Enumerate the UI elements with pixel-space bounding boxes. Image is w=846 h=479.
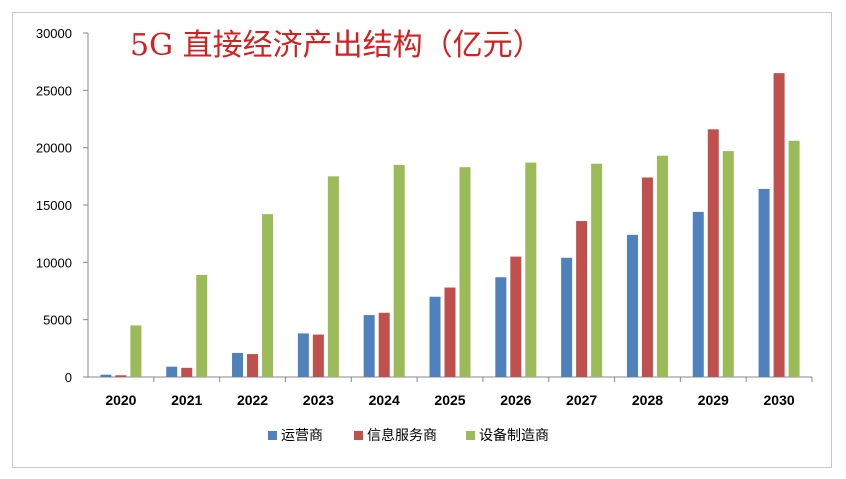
- legend-swatch-2: [466, 431, 475, 440]
- bar-1-2: [247, 354, 259, 377]
- bar-0-8: [626, 234, 638, 377]
- bar-2-7: [591, 163, 603, 377]
- bar-0-1: [166, 366, 178, 377]
- chart-title: 5G 直接经济产出结构（亿元）: [130, 28, 543, 63]
- bar-1-4: [378, 312, 390, 377]
- bar-2-3: [327, 176, 339, 377]
- bar-1-8: [641, 177, 653, 377]
- bar-1-9: [707, 129, 719, 377]
- x-tick-label: 2022: [237, 392, 268, 408]
- bar-1-3: [312, 334, 324, 377]
- bar-0-2: [232, 352, 244, 377]
- bar-2-10: [788, 140, 800, 377]
- y-tick-label: 30000: [36, 26, 72, 41]
- bar-0-9: [692, 211, 704, 377]
- y-tick-label: 20000: [36, 141, 72, 156]
- x-tick-label: 2020: [105, 392, 136, 408]
- bar-1-10: [773, 73, 785, 377]
- bar-0-0: [100, 374, 112, 377]
- y-tick-label: 0: [65, 370, 72, 385]
- x-tick-label: 2025: [434, 392, 465, 408]
- legend-label-0: 运营商: [281, 428, 323, 444]
- bar-0-3: [297, 333, 309, 377]
- bar-0-10: [758, 188, 770, 377]
- y-tick-label: 10000: [36, 255, 72, 270]
- bar-2-6: [525, 162, 537, 377]
- bar-1-1: [181, 367, 193, 377]
- bar-2-0: [130, 325, 142, 377]
- axes: 0 5000 10000 15000 20000 25000 30000 2020 2021 20…: [36, 26, 813, 408]
- x-tick-label: 2021: [171, 392, 202, 408]
- legend-label-1: 信息服务商: [367, 427, 437, 444]
- y-tick-label: 25000: [36, 83, 72, 98]
- x-tick-label: 2026: [500, 392, 531, 408]
- bar-2-4: [393, 164, 405, 377]
- y-tick-label: 5000: [43, 313, 72, 328]
- bar-0-5: [429, 296, 441, 377]
- bar-1-0: [115, 375, 127, 377]
- bar-1-7: [576, 221, 588, 377]
- bar-2-5: [459, 167, 471, 377]
- y-tick-label: 15000: [36, 198, 72, 213]
- x-tick-label: 2024: [369, 392, 400, 408]
- bar-2-2: [262, 214, 274, 377]
- bar-0-4: [363, 315, 375, 377]
- x-tick-label: 2027: [566, 392, 597, 408]
- legend-label-2: 设备制造商: [479, 427, 549, 444]
- legend: 运营商 信息服务商 设备制造商: [268, 427, 549, 444]
- bar-0-6: [495, 277, 507, 377]
- legend-swatch-0: [268, 431, 277, 440]
- bar-2-9: [722, 151, 734, 377]
- x-tick-label: 2029: [698, 392, 729, 408]
- x-tick-label: 2023: [303, 392, 334, 408]
- bar-0-7: [561, 257, 573, 377]
- x-tick-label: 2028: [632, 392, 663, 408]
- bar-2-1: [196, 274, 208, 377]
- legend-swatch-1: [354, 431, 363, 440]
- bars: [100, 73, 800, 377]
- bar-1-5: [444, 287, 456, 377]
- bar-1-6: [510, 256, 522, 377]
- x-tick-label: 2030: [764, 392, 795, 408]
- bar-2-8: [656, 155, 668, 377]
